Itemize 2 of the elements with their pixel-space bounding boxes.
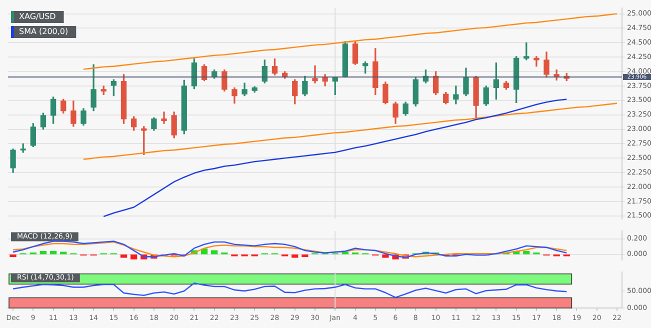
legend-label: SMA (200,0) [19, 27, 68, 36]
legend-label: XAG/USD [19, 12, 56, 22]
